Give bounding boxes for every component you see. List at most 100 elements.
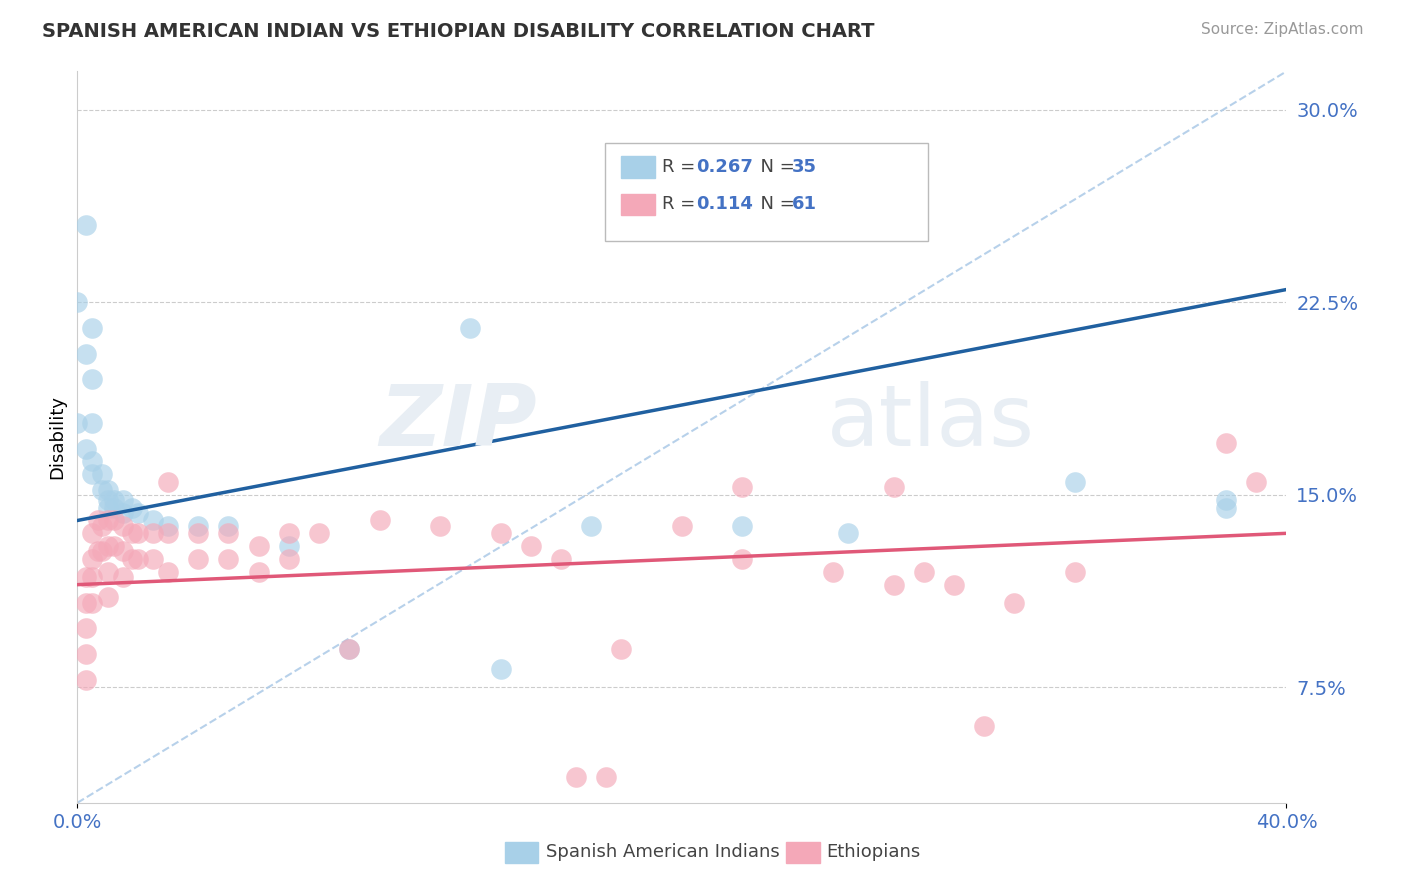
Point [142,514,165,528]
Point [75,673,97,687]
Text: Source: ZipAtlas.com: Source: ZipAtlas.com [1201,22,1364,37]
Point [942,577,965,591]
Point [1064,565,1087,579]
Point [90,483,112,497]
Point [278,539,301,553]
Point [82,526,104,541]
Point [883,577,905,591]
Point [103,492,125,507]
Point [121,500,143,515]
Y-axis label: Disability: Disability [48,395,66,479]
Point [82,467,104,482]
Point [75,219,97,233]
Point [187,518,209,533]
Point [337,641,360,656]
Point [75,442,97,456]
Point [489,662,512,676]
Point [489,526,512,541]
Point [82,321,104,335]
Point [127,506,149,520]
Point [96,565,118,579]
Point [1246,475,1268,489]
Point [157,518,180,533]
Point [96,483,118,497]
Point [1215,492,1237,507]
Point [82,596,104,610]
Point [103,500,125,515]
Text: N =: N = [749,195,801,213]
Point [142,552,165,566]
Point [883,480,905,494]
Text: 0.114: 0.114 [696,195,752,213]
Point [550,552,572,566]
Point [96,514,118,528]
Point [90,518,112,533]
Point [187,526,209,541]
Point [973,719,995,733]
Point [82,454,104,468]
Text: Ethiopians: Ethiopians [827,843,921,861]
Text: 0.267: 0.267 [696,158,752,176]
Point [520,539,543,553]
Point [247,565,270,579]
Text: Spanish American Indians: Spanish American Indians [546,843,779,861]
Point [111,492,134,507]
Point [731,480,754,494]
Point [96,492,118,507]
Point [103,539,125,553]
Point [90,467,112,482]
Point [142,526,165,541]
Text: R =: R = [662,195,702,213]
Point [731,552,754,566]
Point [75,570,97,584]
Point [218,518,240,533]
Point [75,647,97,661]
Point [157,526,180,541]
Point [96,591,118,605]
Point [565,770,588,784]
Point [337,641,360,656]
Point [308,526,330,541]
Point [111,570,134,584]
Text: N =: N = [749,158,801,176]
Point [127,526,149,541]
Point [121,552,143,566]
Point [731,518,754,533]
Point [278,526,301,541]
Point [127,552,149,566]
Point [121,526,143,541]
Point [595,770,617,784]
Text: SPANISH AMERICAN INDIAN VS ETHIOPIAN DISABILITY CORRELATION CHART: SPANISH AMERICAN INDIAN VS ETHIOPIAN DIS… [42,22,875,41]
Point [837,526,859,541]
Point [87,544,110,558]
Point [82,570,104,584]
Point [82,372,104,386]
Point [87,514,110,528]
Text: atlas: atlas [827,381,1035,464]
Point [821,565,844,579]
Point [96,539,118,553]
Point [1004,596,1026,610]
Point [458,321,481,335]
Point [218,526,240,541]
Point [66,416,89,430]
Point [247,539,270,553]
Text: 35: 35 [792,158,817,176]
Text: R =: R = [662,158,702,176]
Point [82,552,104,566]
Point [1215,500,1237,515]
Point [187,552,209,566]
Point [157,565,180,579]
Point [429,518,451,533]
Point [1215,436,1237,450]
Point [610,641,633,656]
Point [111,518,134,533]
Point [75,621,97,635]
Point [1064,475,1087,489]
Point [82,416,104,430]
Point [103,514,125,528]
Point [278,552,301,566]
Point [368,514,391,528]
Point [75,596,97,610]
Point [218,552,240,566]
